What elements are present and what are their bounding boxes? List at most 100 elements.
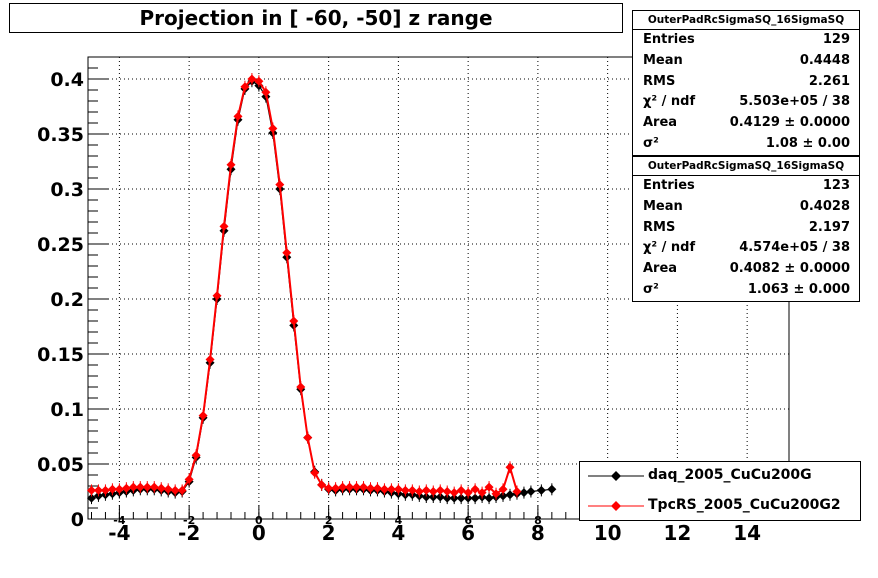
y-tick-label: 0.05	[37, 454, 84, 476]
data-point	[100, 485, 110, 495]
stats-value: 0.4028	[799, 198, 850, 214]
x-tick-label-minor: -2	[183, 514, 195, 527]
data-point	[536, 485, 546, 495]
stats-value: 123	[822, 178, 850, 193]
data-point	[435, 492, 445, 502]
data-point	[491, 489, 501, 499]
data-point	[268, 124, 278, 133]
x-tick-label-minor: 8	[534, 514, 542, 527]
y-tick-label: 0	[71, 509, 84, 531]
stats-box-header: OuterPadRcSigmaSQ_16SigmaSQ	[633, 157, 859, 176]
data-point	[345, 482, 355, 492]
data-point	[414, 487, 424, 496]
data-point	[128, 482, 138, 492]
stats-label: σ²	[643, 135, 659, 151]
data-point	[435, 485, 445, 495]
data-point	[93, 485, 103, 495]
x-tick-label: 4	[391, 521, 405, 545]
data-point	[296, 382, 306, 392]
data-point	[226, 160, 236, 170]
data-point	[393, 484, 403, 494]
data-point	[338, 482, 348, 492]
data-point	[156, 483, 166, 493]
chart-title: Projection in [ -60, -50] z range	[139, 6, 493, 30]
data-point	[428, 487, 438, 496]
data-point	[86, 485, 96, 495]
data-point	[233, 111, 243, 121]
data-point	[484, 482, 494, 492]
x-tick-label: 12	[663, 521, 691, 545]
series-line	[91, 77, 518, 495]
stats-value: 2.197	[808, 219, 850, 235]
y-tick-label: 0.1	[50, 399, 84, 421]
stats-value: 0.4448	[799, 52, 850, 68]
data-point	[170, 485, 180, 495]
legend-marker-red-diamond	[588, 501, 644, 511]
stats-box-header: OuterPadRcSigmaSQ_16SigmaSQ	[633, 11, 859, 30]
data-point	[512, 487, 522, 496]
data-point	[114, 484, 124, 494]
data-point	[282, 248, 292, 258]
data-point	[261, 87, 271, 97]
stats-value: 4.574e+05 / 38	[739, 240, 850, 256]
x-tick-label: -2	[178, 521, 200, 545]
data-point	[477, 488, 487, 498]
data-point	[379, 484, 389, 494]
data-point	[470, 484, 480, 494]
stats-label: χ² / ndf	[643, 240, 696, 256]
stats-value: 0.4129 ± 0.0000	[729, 115, 850, 131]
data-point	[484, 493, 494, 503]
stats-label: RMS	[643, 73, 676, 89]
stats-row-area: Area 0.4129 ± 0.0000	[633, 113, 859, 134]
x-axis-ticks: -4 -2 0 2 4 6 8 10 12 14 -4 -2 0 2 4 6 8	[90, 505, 776, 545]
stats-row-mean: Mean 0.4028	[633, 197, 859, 218]
stats-value: 129	[822, 32, 850, 47]
x-tick-label-minor: 6	[464, 514, 472, 527]
data-point	[470, 493, 480, 503]
data-point	[254, 76, 264, 86]
x-tick-label-minor: 4	[395, 514, 403, 527]
stats-label: Entries	[643, 178, 695, 193]
data-point	[463, 488, 473, 498]
y-tick-label: 0.4	[50, 69, 84, 91]
y-tick-label: 0.25	[37, 234, 84, 256]
data-point	[191, 450, 201, 460]
stats-box-1: OuterPadRcSigmaSQ_16SigmaSQ Entries 129 M…	[632, 10, 860, 156]
data-point	[498, 484, 508, 494]
stats-value: 1.063 ± 0.000	[747, 281, 850, 297]
legend: daq_2005_CuCu200G TpcRS_2005_CuCu200G2	[579, 461, 861, 521]
data-point	[442, 493, 452, 503]
data-point	[149, 482, 159, 492]
x-tick-label: -4	[108, 521, 130, 545]
stats-value: 1.08 ± 0.00	[765, 135, 850, 151]
data-point	[400, 485, 410, 495]
stats-row-chi2: χ² / ndf 5.503e+05 / 38	[633, 92, 859, 113]
data-point	[386, 484, 396, 494]
legend-marker-black-diamond	[588, 471, 644, 481]
legend-entry-tpcrs: TpcRS_2005_CuCu200G2	[580, 492, 860, 520]
data-point	[212, 291, 222, 301]
data-point	[303, 433, 313, 443]
data-point	[372, 483, 382, 493]
series-tpcrs	[86, 73, 522, 500]
stats-label: RMS	[643, 219, 676, 235]
data-point	[421, 492, 431, 502]
data-point	[456, 485, 466, 495]
data-point	[449, 488, 459, 498]
stats-row-area: Area 0.4082 ± 0.0000	[633, 259, 859, 280]
data-point	[317, 480, 327, 490]
stats-label: χ² / ndf	[643, 94, 696, 110]
stats-row-mean: Mean 0.4448	[633, 51, 859, 72]
stats-value: 5.503e+05 / 38	[739, 94, 850, 110]
stats-label: Area	[643, 115, 678, 131]
data-point	[163, 484, 173, 494]
stats-label: Entries	[643, 32, 695, 47]
data-point	[526, 487, 536, 496]
legend-label: TpcRS_2005_CuCu200G2	[648, 497, 841, 513]
data-point	[121, 483, 131, 493]
data-point	[205, 355, 215, 364]
stats-box-2: OuterPadRcSigmaSQ_16SigmaSQ Entries 123 M…	[632, 156, 860, 302]
x-tick-label-minor: 2	[325, 514, 333, 527]
x-tick-label: 2	[322, 521, 336, 545]
data-point	[219, 221, 229, 231]
